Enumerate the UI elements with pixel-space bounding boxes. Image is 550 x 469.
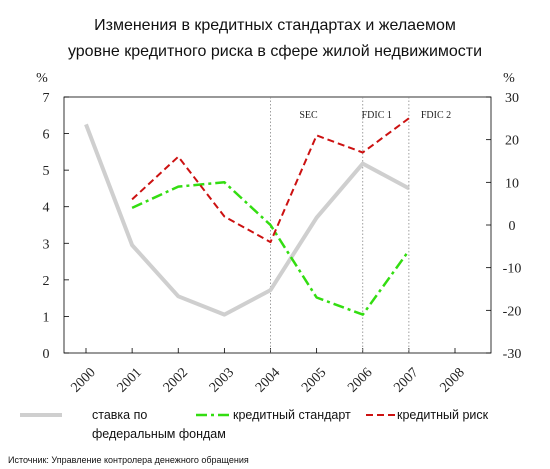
right-tick-label: -30 (503, 347, 522, 362)
left-tick-label: 1 (43, 310, 50, 325)
right-axis-unit: % (503, 71, 515, 86)
x-tick-label: 2001 (115, 365, 145, 395)
x-tick-label: 2002 (161, 365, 191, 395)
legend-label-credit-standard: кредитный стандарт (233, 408, 351, 422)
annotation-label: FDIC 1 (362, 110, 392, 121)
x-tick-label: 2005 (299, 365, 329, 395)
left-tick-label: 0 (43, 347, 50, 362)
legend-label-credit-risk: кредитный риск (397, 408, 489, 422)
right-tick-label: 10 (505, 176, 519, 191)
chart-title-line-1: Изменения в кредитных стандартах и желае… (94, 17, 456, 34)
legend-label-fed-rate-1: ставка по (92, 408, 147, 422)
series-lines (84, 117, 410, 317)
x-tick-label: 2008 (437, 365, 467, 395)
annotation-label: FDIC 2 (421, 110, 451, 121)
left-tick-label: 5 (43, 164, 50, 179)
event-annotations: SEC FDIC 1 FDIC 2 (270, 97, 451, 353)
legend-label-fed-rate-2: федеральным фондам (92, 427, 226, 441)
right-tick-label: -10 (503, 262, 522, 277)
left-tick-label: 3 (43, 237, 50, 252)
x-tick-label: 2007 (391, 365, 421, 395)
x-axis-ticks: 2000 2001 2002 2003 2004 2005 2006 2007 2008 (68, 348, 468, 396)
right-tick-label: -20 (503, 304, 522, 319)
right-tick-label: 0 (509, 219, 516, 234)
left-tick-label: 2 (43, 274, 50, 289)
x-tick-label: 2000 (68, 365, 98, 395)
right-tick-label: 20 (505, 134, 519, 149)
x-tick-label: 2003 (207, 365, 237, 395)
left-axis-ticks: 0 1 2 3 4 5 6 7 (43, 91, 69, 362)
annotation-label: SEC (299, 110, 318, 121)
source-note: Источник: Управление контролера денежног… (8, 455, 249, 465)
left-tick-label: 6 (43, 128, 50, 143)
legend: ставка по федеральным фондам кредитный с… (20, 408, 489, 441)
right-tick-label: 30 (505, 91, 519, 106)
chart-title-line-2: уровне кредитного риска в сфере жилой не… (68, 43, 482, 60)
left-tick-label: 7 (43, 91, 50, 106)
left-axis-unit: % (36, 71, 48, 86)
series-fed-rate-line (84, 123, 410, 317)
x-tick-label: 2004 (253, 365, 283, 395)
right-axis-ticks: -30 -20 -10 0 10 20 30 (486, 91, 521, 362)
x-tick-label: 2006 (345, 365, 375, 395)
left-tick-label: 4 (43, 201, 50, 216)
